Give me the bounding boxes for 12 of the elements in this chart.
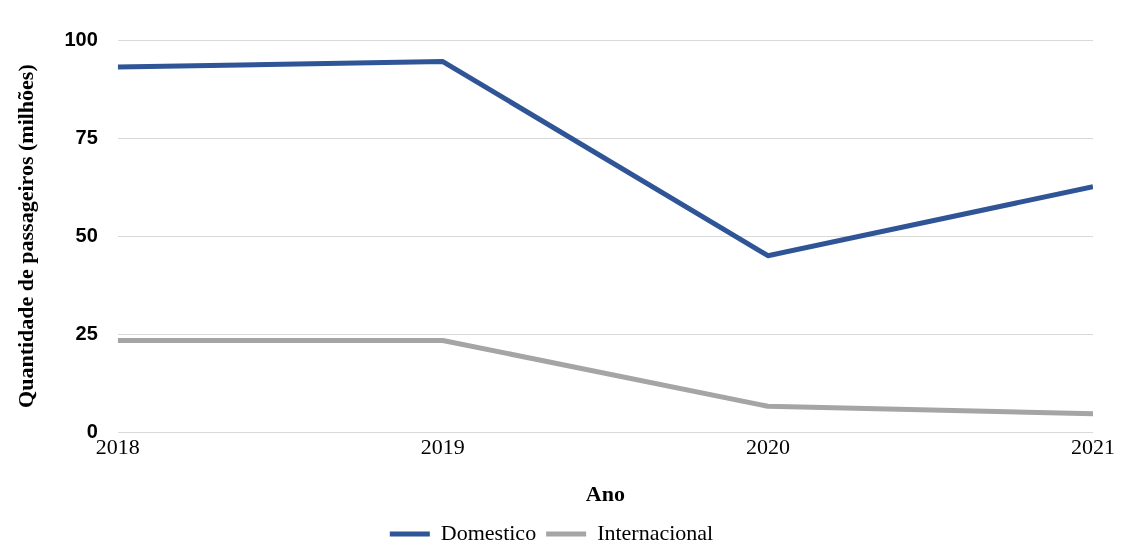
x-tick-label: 2021 — [1071, 434, 1115, 460]
legend-label: Domestico — [440, 519, 537, 545]
x-axis-title: Ano — [585, 481, 625, 507]
x-tick-label: 2020 — [745, 434, 790, 460]
y-tick-label: 100 — [64, 27, 98, 50]
y-tick-label: 75 — [75, 125, 98, 148]
y-tick-label: 50 — [75, 223, 98, 246]
y-tick-label: 25 — [75, 321, 98, 344]
legend-label: Internacional — [597, 519, 714, 545]
y-axis-title: Quantidade de passageiros (milhões) — [12, 64, 38, 408]
x-tick-label: 2019 — [420, 434, 465, 460]
y-tick-label: 0 — [86, 419, 98, 442]
